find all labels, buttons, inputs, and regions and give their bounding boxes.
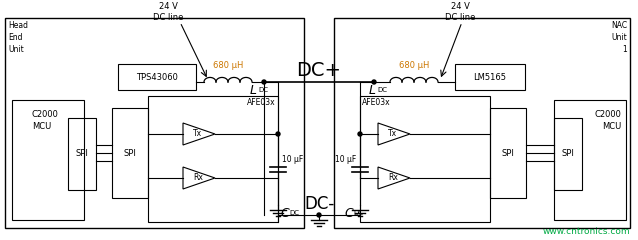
Text: www.cntronics.com: www.cntronics.com: [542, 227, 630, 236]
Bar: [334, 18, 630, 228]
Text: SPI: SPI: [75, 150, 89, 158]
Text: AFE03x: AFE03x: [362, 98, 390, 107]
Circle shape: [276, 132, 280, 136]
Text: Rx: Rx: [388, 174, 398, 182]
Text: 10 μF: 10 μF: [282, 155, 303, 164]
Text: 24 V
DC line: 24 V DC line: [153, 2, 183, 22]
Bar: [118, 64, 196, 90]
Bar: [554, 118, 582, 190]
Text: DC-: DC-: [304, 195, 334, 213]
Text: DC+: DC+: [297, 61, 341, 80]
Text: C2000
MCU: C2000 MCU: [594, 110, 621, 131]
Text: Tx: Tx: [193, 130, 202, 138]
Circle shape: [372, 80, 376, 84]
Text: C2000
MCU: C2000 MCU: [32, 110, 59, 131]
Text: SPI: SPI: [124, 149, 137, 157]
Text: Head
End
Unit: Head End Unit: [8, 21, 28, 54]
Text: 10 μF: 10 μF: [335, 155, 356, 164]
Text: SPI: SPI: [501, 149, 514, 157]
Text: DC: DC: [289, 210, 299, 216]
Text: 680 μH: 680 μH: [399, 61, 429, 70]
Text: DC: DC: [353, 210, 363, 216]
Text: 24 V
DC line: 24 V DC line: [445, 2, 475, 22]
Text: TPS43060: TPS43060: [136, 72, 178, 82]
Bar: [360, 96, 490, 222]
Bar: [554, 100, 626, 220]
Text: $C$: $C$: [280, 207, 291, 220]
Text: LM5165: LM5165: [473, 72, 507, 82]
Text: DC: DC: [258, 87, 268, 93]
Text: $C$: $C$: [344, 207, 355, 220]
Bar: [112, 108, 148, 198]
Text: DC: DC: [377, 87, 387, 93]
Text: SPI: SPI: [561, 150, 574, 158]
Circle shape: [317, 213, 321, 217]
Bar: [12, 100, 84, 220]
Bar: [490, 108, 526, 198]
Circle shape: [262, 80, 266, 84]
Text: Rx: Rx: [193, 174, 203, 182]
Text: NAC
Unit
1: NAC Unit 1: [611, 21, 627, 54]
Circle shape: [358, 132, 362, 136]
Bar: [68, 118, 96, 190]
Text: 680 μH: 680 μH: [213, 61, 243, 70]
Text: AFE03x: AFE03x: [248, 98, 276, 107]
Text: $L$: $L$: [249, 84, 257, 97]
Bar: [455, 64, 525, 90]
Bar: [148, 96, 278, 222]
Bar: [5, 18, 304, 228]
Text: $L$: $L$: [368, 84, 376, 97]
Text: Tx: Tx: [388, 130, 397, 138]
